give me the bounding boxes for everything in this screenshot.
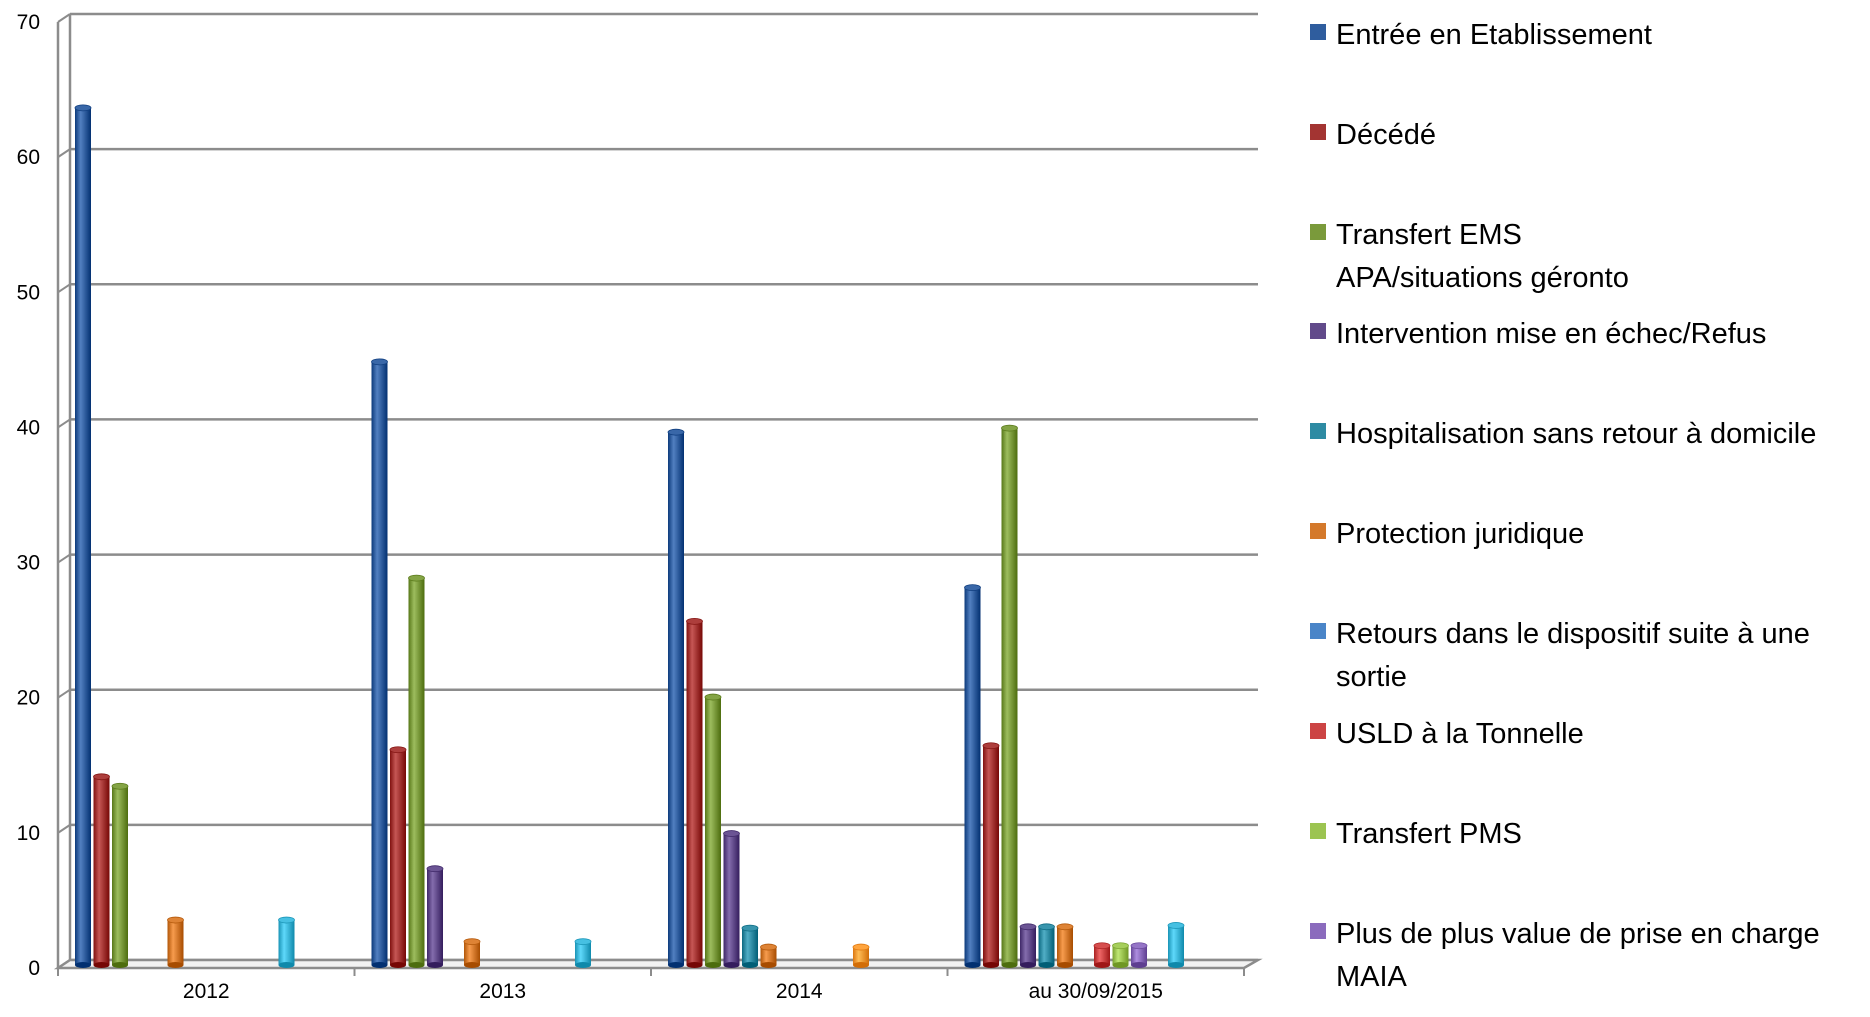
bar bbox=[93, 773, 110, 968]
axis-labels: 0 10 20 30 40 50 60 70 2012 2013 2014 au 30/09/2015 bbox=[17, 11, 1163, 1003]
bar bbox=[1001, 424, 1018, 968]
legend-item-transfert-ems: Transfert EMS APA/situations géronto bbox=[1310, 214, 1666, 300]
legend-label: USLD à la Tonnelle bbox=[1336, 718, 1584, 750]
axes bbox=[53, 14, 1263, 976]
legend-label: Décédé bbox=[1336, 119, 1436, 151]
bar bbox=[1093, 942, 1111, 968]
x-category-label: 2014 bbox=[776, 980, 823, 1003]
legend-swatch bbox=[1310, 723, 1326, 739]
legend-swatch bbox=[1310, 623, 1326, 639]
legend-label: Transfert EMS APA/situations géronto bbox=[1336, 219, 1629, 294]
legend-item-entree-etablissement: Entrée en Etablissement bbox=[1310, 14, 1866, 57]
bar bbox=[1056, 923, 1074, 968]
x-category-label: 2012 bbox=[183, 980, 230, 1003]
bar bbox=[74, 104, 92, 968]
bar bbox=[667, 428, 685, 968]
gridline-side bbox=[57, 688, 71, 699]
gridline-side bbox=[57, 418, 71, 429]
floor bbox=[53, 958, 1263, 970]
legend-label: Retours dans le dispositif suite à une s… bbox=[1336, 618, 1810, 693]
bar bbox=[982, 742, 1000, 968]
bar bbox=[964, 584, 981, 968]
x-category-label: 2013 bbox=[479, 980, 526, 1003]
bar bbox=[1130, 942, 1148, 968]
y-tick-label: 40 bbox=[17, 416, 40, 439]
legend-label: Intervention mise en échec/Refus bbox=[1336, 318, 1767, 350]
legend-swatch bbox=[1310, 423, 1326, 439]
legend-item-hospitalisation: Hospitalisation sans retour à domicile bbox=[1310, 413, 1866, 456]
bar bbox=[389, 746, 407, 968]
legend-swatch bbox=[1310, 224, 1326, 240]
bar bbox=[574, 938, 592, 968]
legend-label: Entrée en Etablissement bbox=[1336, 19, 1652, 51]
legend-item-decede: Décédé bbox=[1310, 114, 1866, 157]
y-tick-label: 0 bbox=[28, 957, 40, 980]
y-tick-label: 50 bbox=[17, 281, 40, 304]
y-tick-label: 10 bbox=[17, 822, 40, 845]
bar bbox=[426, 865, 444, 968]
bar bbox=[704, 693, 722, 968]
gridline-side bbox=[57, 553, 71, 564]
bar bbox=[686, 617, 703, 968]
bar bbox=[1112, 942, 1129, 968]
bar bbox=[760, 943, 777, 968]
legend-item-plus-value-maia: Plus de plus value de prise en charge MA… bbox=[1310, 913, 1866, 999]
bar bbox=[371, 358, 388, 968]
legend-label: Plus de plus value de prise en charge MA… bbox=[1336, 918, 1820, 993]
bar bbox=[741, 924, 759, 968]
bar bbox=[278, 916, 295, 968]
legend-swatch bbox=[1310, 24, 1326, 40]
gridlines bbox=[57, 12, 1258, 969]
x-category-label: au 30/09/2015 bbox=[1029, 980, 1163, 1003]
y-tick-label: 60 bbox=[17, 146, 40, 169]
bar bbox=[408, 574, 425, 968]
gridline-side bbox=[57, 283, 71, 294]
legend-label: Hospitalisation sans retour à domicile bbox=[1336, 418, 1817, 450]
legend-swatch bbox=[1310, 823, 1326, 839]
bar bbox=[1167, 922, 1185, 968]
bar bbox=[723, 830, 740, 968]
bar bbox=[463, 938, 481, 968]
legend-label: Protection juridique bbox=[1336, 518, 1585, 550]
bar bbox=[852, 943, 870, 968]
legend-swatch bbox=[1310, 923, 1326, 939]
legend-item-protection-juridique: Protection juridique bbox=[1310, 513, 1866, 556]
legend-swatch bbox=[1310, 124, 1326, 140]
bar bbox=[111, 782, 129, 968]
legend-label: Transfert PMS bbox=[1336, 818, 1522, 850]
y-tick-label: 20 bbox=[17, 687, 40, 710]
legend-item-transfert-pms: Transfert PMS bbox=[1310, 813, 1866, 856]
gridline-side bbox=[57, 13, 71, 23]
gridline-side bbox=[57, 148, 71, 158]
gridline-side bbox=[57, 824, 71, 834]
y-tick-label: 30 bbox=[17, 552, 40, 575]
legend-item-intervention-refus: Intervention mise en échec/Refus bbox=[1310, 313, 1866, 356]
bar bbox=[1038, 923, 1055, 968]
legend-item-retours-dispositif: Retours dans le dispositif suite à une s… bbox=[1310, 613, 1816, 699]
bar bbox=[167, 916, 184, 968]
bars bbox=[74, 104, 1185, 968]
legend-swatch bbox=[1310, 323, 1326, 339]
legend-item-usld-tonnelle: USLD à la Tonnelle bbox=[1310, 713, 1866, 756]
legend-swatch bbox=[1310, 523, 1326, 539]
y-tick-label: 70 bbox=[17, 11, 40, 34]
bar bbox=[1019, 923, 1037, 968]
